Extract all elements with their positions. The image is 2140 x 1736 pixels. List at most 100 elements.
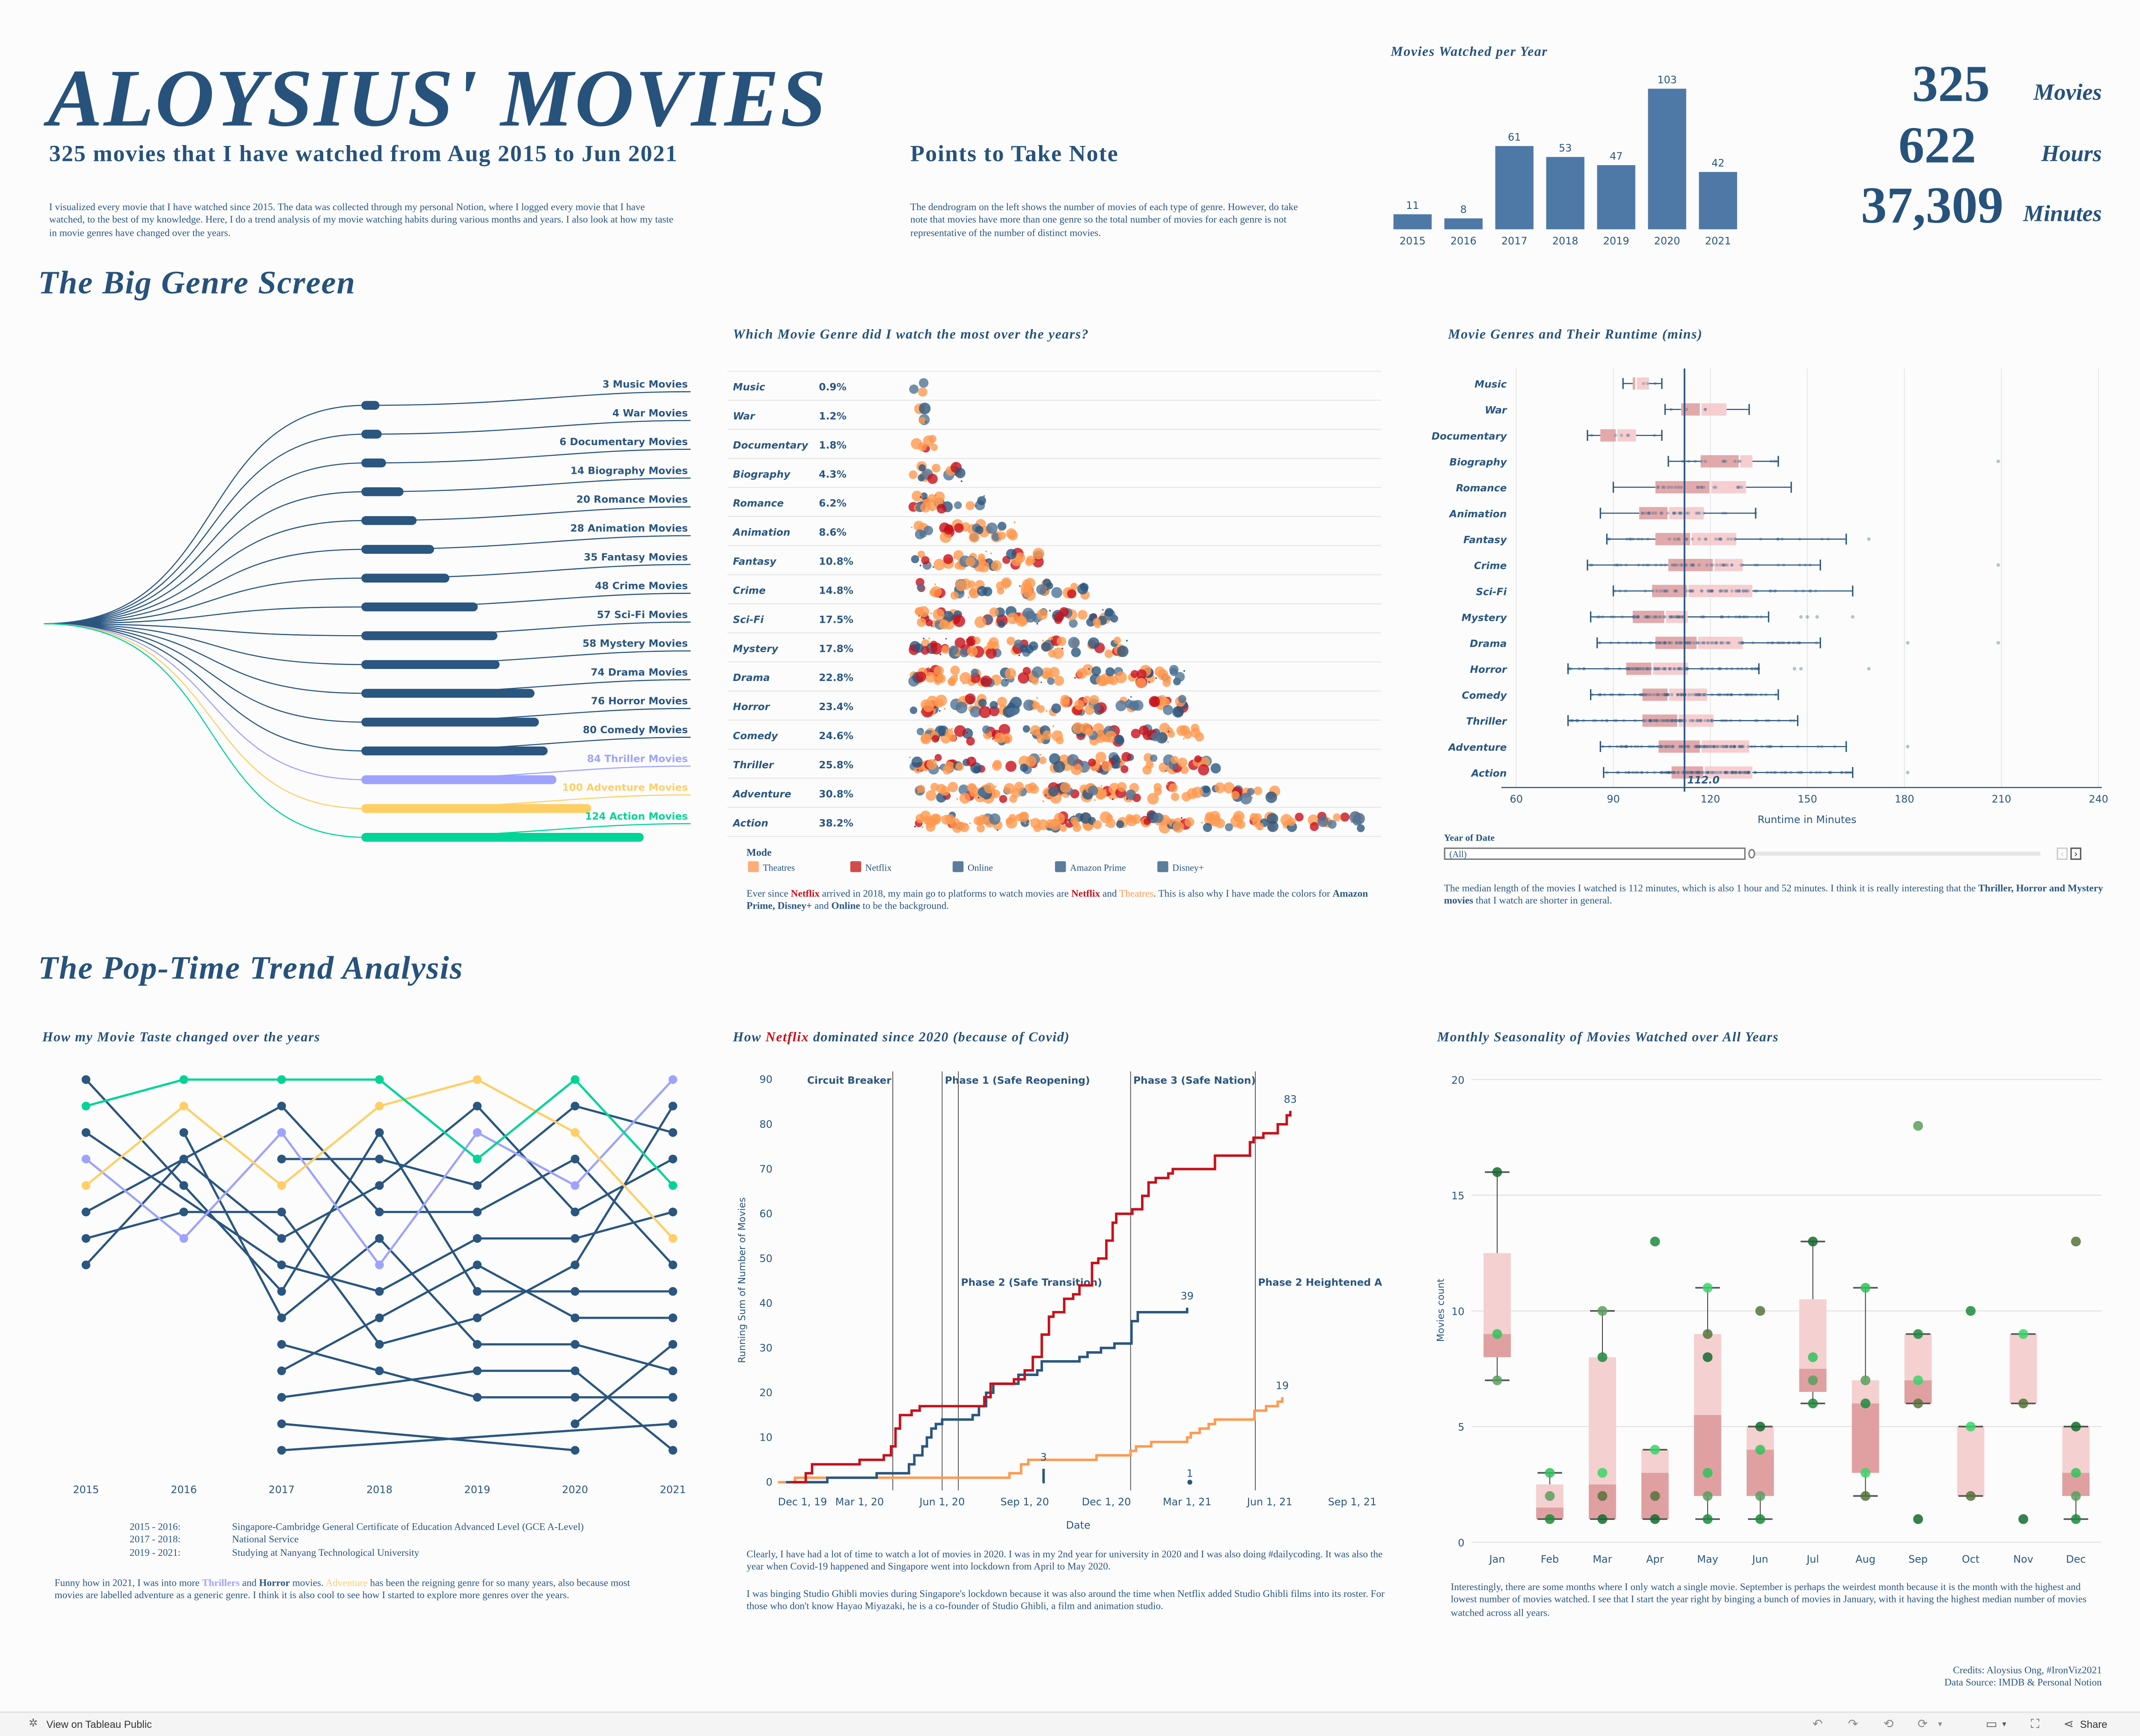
movie-dot	[1115, 671, 1127, 684]
runtime-dot	[1780, 745, 1783, 749]
runtime-dot	[1703, 745, 1706, 749]
movie-dot-small	[1126, 798, 1128, 800]
runtime-dot	[1567, 667, 1571, 671]
runtime-dot	[1737, 485, 1741, 489]
movie-dot	[931, 735, 939, 743]
genre-label: Crime	[733, 585, 766, 596]
runtime-dot	[1731, 771, 1735, 774]
fullscreen-icon[interactable]: ⛶	[2030, 1717, 2040, 1731]
movie-dot-small	[921, 826, 924, 828]
runtime-dot	[1667, 771, 1670, 774]
year-filter-slider-handle[interactable]	[1748, 849, 1755, 859]
movie-dot	[1172, 706, 1184, 718]
movie-dot-small	[967, 800, 969, 803]
runtime-dot	[1640, 771, 1644, 774]
redo-icon[interactable]: ↷	[1848, 1717, 1858, 1731]
device-dropdown-icon[interactable]: ▾	[2002, 1721, 2006, 1730]
movie-dot-small	[1045, 794, 1047, 796]
runtime-dot	[1691, 563, 1694, 567]
runtime-dot	[1659, 563, 1663, 567]
refresh-dropdown-icon[interactable]: ▾	[1938, 1721, 1942, 1730]
movie-dot	[1105, 608, 1114, 617]
runtime-dot	[1737, 641, 1741, 645]
runtime-dot	[1636, 667, 1639, 671]
trend-legend-row: 2019 - 2021: Studying at Nanyang Technolo…	[130, 1546, 584, 1559]
mode-legend-item[interactable]: Disney+	[1157, 861, 1260, 874]
runtime-dot	[1605, 771, 1609, 774]
share-button[interactable]: Share	[2080, 1718, 2107, 1731]
dendrogram-leader	[366, 477, 691, 493]
runtime-dot	[1714, 537, 1718, 541]
device-preview-icon[interactable]: ▭	[1985, 1717, 1997, 1731]
year-filter-next-button[interactable]: ›	[2070, 847, 2081, 860]
runtime-dot	[1739, 745, 1742, 749]
trend-note: Funny how in 2021, I was into more Thril…	[55, 1576, 655, 1602]
dendrogram-leader	[366, 449, 691, 464]
runtime-dot	[1636, 615, 1640, 619]
movie-dot-small	[1082, 583, 1084, 585]
movie-dot-small	[945, 638, 947, 640]
revert-icon[interactable]: ⟲	[1883, 1717, 1894, 1731]
mode-legend-item[interactable]: Netflix	[850, 861, 953, 874]
movie-dot	[989, 813, 1001, 825]
runtime-dot	[1733, 537, 1737, 541]
runtime-dot	[1657, 667, 1661, 671]
runtime-dot	[1644, 693, 1647, 696]
year-filter-slider[interactable]	[1752, 851, 2041, 856]
movie-dot-small	[1126, 639, 1128, 642]
refresh-icon[interactable]: ⟳	[1917, 1717, 1928, 1731]
movie-dot	[949, 645, 959, 655]
movie-dot-small	[1184, 699, 1186, 701]
runtime-dot	[1730, 693, 1733, 696]
genre-label: Fantasy	[733, 556, 776, 568]
movie-dot	[1177, 757, 1188, 767]
year-filter-prev-button[interactable]: ‹	[2057, 847, 2068, 860]
rank-dot	[375, 1075, 384, 1084]
movie-dot-small	[1112, 798, 1114, 800]
movie-dot-small	[963, 683, 965, 685]
series-end-label: 83	[1284, 1093, 1297, 1105]
runtime-dot	[1706, 667, 1709, 671]
runtime-dot	[1652, 745, 1656, 749]
runtime-dot	[1782, 641, 1786, 645]
runtime-dot	[1710, 667, 1714, 671]
runtime-dot	[1655, 693, 1658, 696]
phase-label: Phase 1 (Safe Reopening)	[945, 1075, 1090, 1086]
view-on-tableau-link[interactable]: View on Tableau Public	[46, 1718, 152, 1731]
text-segment: and	[812, 900, 832, 913]
movie-dot	[1023, 699, 1035, 711]
runtime-dot	[1664, 719, 1668, 722]
legend-label: Netflix	[865, 864, 892, 874]
rank-dot	[668, 1287, 678, 1296]
movie-dot	[915, 607, 924, 616]
year-filter-input[interactable]: (All)	[1444, 847, 1746, 860]
runtime-dot	[1674, 719, 1678, 722]
mode-legend-item[interactable]: Amazon Prime	[1055, 861, 1157, 874]
share-icon[interactable]: ⋖	[2063, 1717, 2074, 1731]
runtime-dot	[1774, 771, 1777, 774]
runtime-dot	[1596, 615, 1599, 619]
x-tick-label: 90	[1607, 793, 1620, 805]
runtime-dot	[1741, 563, 1745, 567]
runtime-dot	[1670, 641, 1673, 645]
runtime-dot	[1729, 719, 1733, 722]
bar-value-label: 61	[1508, 131, 1521, 143]
runtime-dot	[1704, 693, 1708, 696]
box-lower	[1632, 377, 1635, 390]
movie-dot	[1007, 612, 1019, 624]
runtime-dot	[1739, 693, 1742, 696]
movie-dot	[942, 765, 952, 775]
undo-icon[interactable]: ↶	[1812, 1717, 1823, 1731]
runtime-dot	[1742, 615, 1745, 619]
runtime-dot	[1818, 771, 1822, 774]
x-axis-title: Date	[1066, 1519, 1091, 1531]
movie-dot-small	[1168, 731, 1170, 732]
mode-legend-item[interactable]: Theatres	[748, 861, 850, 874]
runtime-dot	[1661, 667, 1665, 671]
movie-dot-small	[1034, 646, 1036, 648]
movie-dot	[1047, 677, 1055, 685]
genre-label: Horror	[733, 701, 770, 713]
mode-legend-item[interactable]: Online	[952, 861, 1055, 874]
dendrogram-branch	[44, 520, 366, 624]
runtime-dot	[1605, 719, 1608, 722]
